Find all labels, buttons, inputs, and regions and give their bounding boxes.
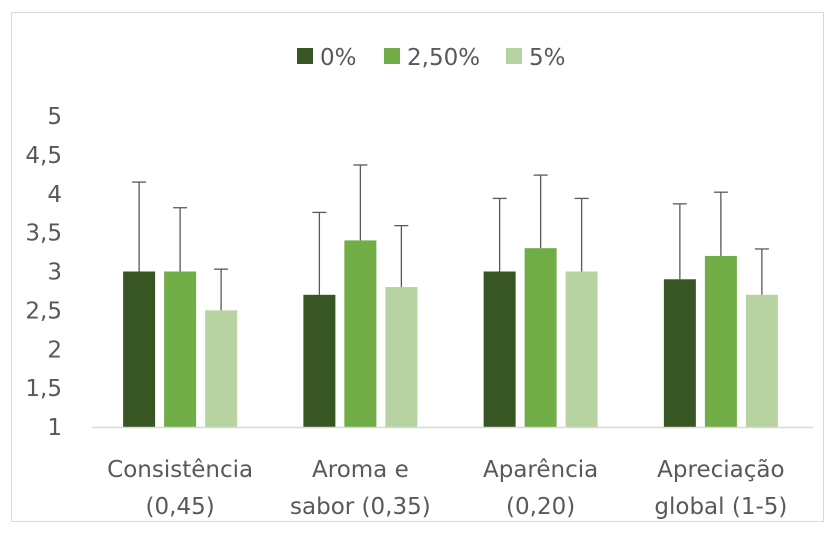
bar xyxy=(745,294,778,427)
legend-swatch xyxy=(384,48,400,64)
bar xyxy=(565,271,598,427)
x-axis: Consistência (0,45) Aroma e sabor (0,35) Apa… xyxy=(92,426,813,520)
legend-label: 0% xyxy=(320,45,357,71)
x-tick-label: sabor (0,35) xyxy=(290,494,431,520)
y-tick-label: 1,5 xyxy=(25,376,62,402)
y-tick-label: 1 xyxy=(47,415,62,441)
x-tick-label: (0,45) xyxy=(146,494,215,520)
bar xyxy=(385,287,418,427)
legend-swatch xyxy=(506,48,522,64)
x-tick-label: Consistência xyxy=(107,457,253,483)
legend: 0% 2,50% 5% xyxy=(297,45,566,71)
y-tick-label: 3,5 xyxy=(25,221,62,247)
y-tick-label: 5 xyxy=(47,104,62,130)
x-tick-label: global (1-5) xyxy=(654,494,787,520)
bar xyxy=(344,240,377,427)
bars xyxy=(123,164,778,427)
legend-label: 2,50% xyxy=(407,45,480,71)
y-tick-label: 2,5 xyxy=(25,298,62,324)
x-tick-label: (0,20) xyxy=(506,494,575,520)
bar xyxy=(663,279,696,427)
x-tick-label: Aparência xyxy=(483,457,598,483)
bar xyxy=(205,310,238,427)
bar xyxy=(524,248,557,427)
y-tick-label: 3 xyxy=(47,260,62,286)
legend-swatch xyxy=(297,48,313,64)
bar xyxy=(483,271,516,427)
chart-frame xyxy=(11,12,824,522)
y-axis: 1 1,5 2 2,5 3 3,5 4 4,5 5 xyxy=(25,104,62,441)
y-tick-label: 2 xyxy=(47,337,62,363)
bar xyxy=(164,271,197,427)
bar xyxy=(303,294,336,427)
bar xyxy=(704,255,737,427)
y-tick-label: 4 xyxy=(47,182,62,208)
y-tick-label: 4,5 xyxy=(25,143,62,169)
x-tick-label: Apreciação xyxy=(657,457,784,483)
bar xyxy=(123,271,156,427)
legend-label: 5% xyxy=(529,45,566,71)
x-tick-label: Aroma e xyxy=(312,457,409,483)
